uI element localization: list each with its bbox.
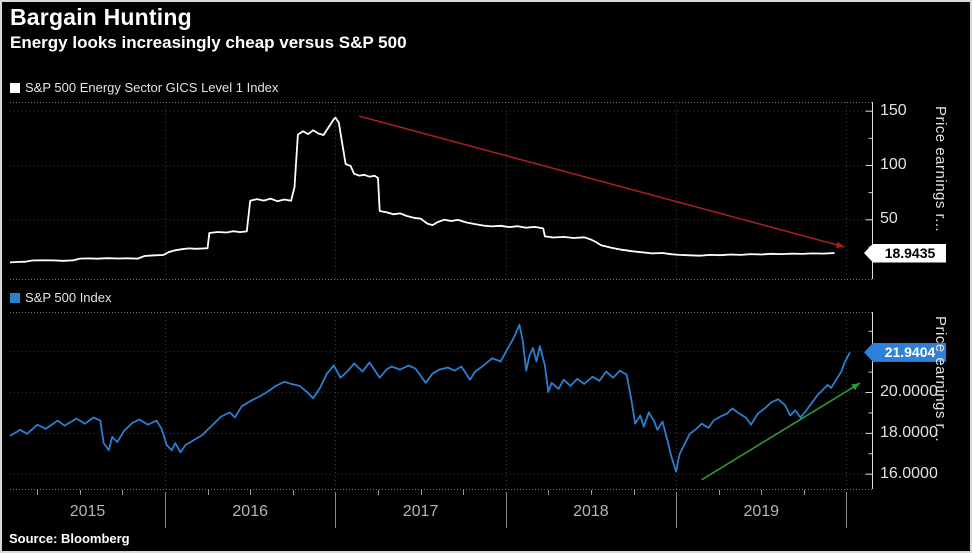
source-credit: Source: Bloomberg — [9, 531, 130, 546]
trend-arrow — [701, 382, 861, 481]
y-tick-label: 20.0000 — [880, 383, 938, 401]
y-tick-label: 150 — [880, 101, 907, 119]
y-tick-label: 50 — [880, 210, 898, 228]
x-year-label: 2017 — [402, 503, 439, 520]
trend-arrowhead-icon — [851, 383, 861, 391]
legend-energy: S&P 500 Energy Sector GICS Level 1 Index — [10, 80, 278, 95]
series-line — [9, 116, 835, 264]
legend-spx: S&P 500 Index — [10, 290, 112, 305]
legend-energy-label: S&P 500 Energy Sector GICS Level 1 Index — [25, 80, 279, 95]
legend-spx-label: S&P 500 Index — [25, 290, 112, 305]
y-tick-label: 100 — [880, 155, 907, 173]
chart-subtitle: Energy looks increasingly cheap versus S… — [10, 33, 407, 52]
series-line — [9, 323, 851, 473]
spx-swatch-icon — [10, 292, 20, 303]
last-value-badge: 18.9435 — [864, 243, 946, 263]
y-axis-title: Price earnings r... — [932, 106, 949, 233]
x-year-label: 2016 — [232, 503, 268, 520]
trend-arrow — [359, 115, 845, 248]
y-tick-label: 18.0000 — [880, 423, 938, 441]
energy-swatch-icon — [10, 82, 20, 93]
trend-arrowhead-icon — [835, 241, 845, 249]
x-year-label: 2018 — [573, 503, 609, 520]
x-year-label: 2015 — [69, 503, 106, 520]
last-value-badge: 21.9404 — [864, 342, 946, 362]
y-axis-title: Price earnings r... — [932, 316, 949, 443]
x-year-label: 2019 — [743, 503, 780, 520]
y-tick-label: 16.0000 — [880, 464, 938, 482]
chart-title: Bargain Hunting — [10, 4, 192, 30]
